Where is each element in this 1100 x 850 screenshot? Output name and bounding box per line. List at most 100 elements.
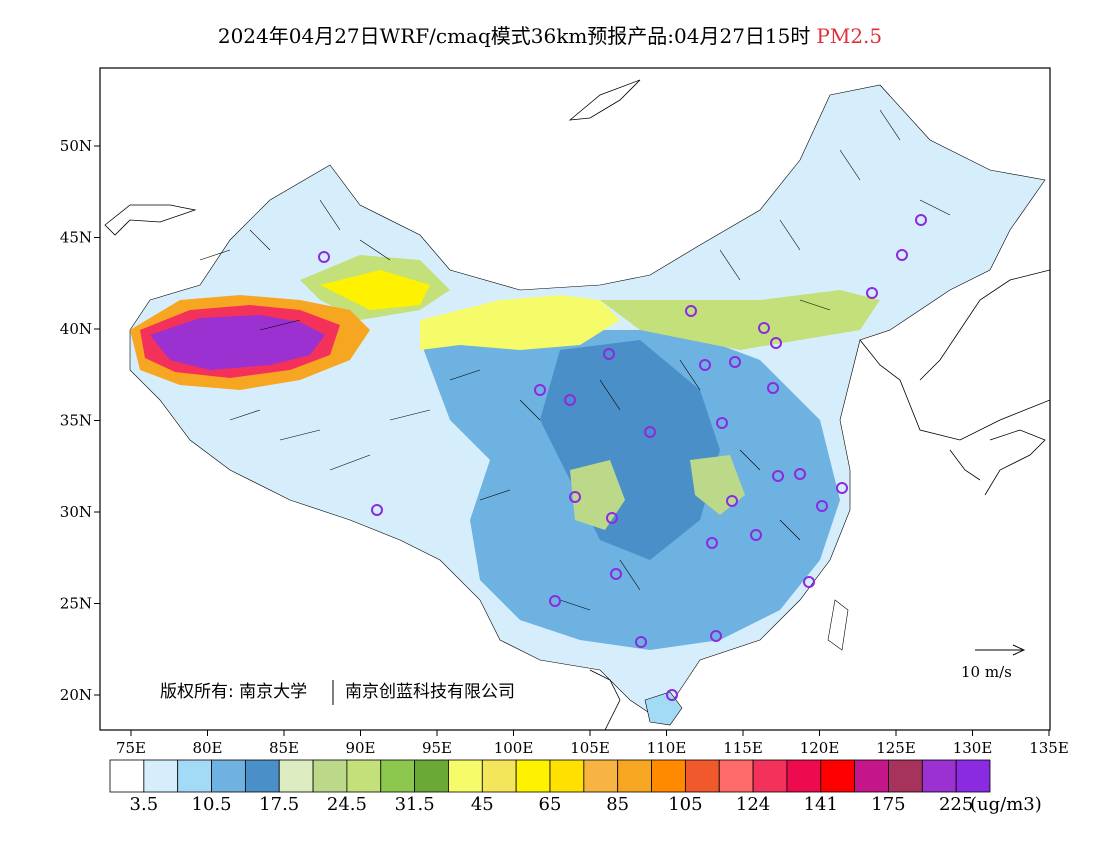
lon-tick-label: 95E [422, 739, 452, 757]
station-marker [564, 394, 576, 406]
station-marker [606, 512, 618, 524]
station-marker [750, 529, 762, 541]
colorbar-label: 225 [938, 794, 974, 815]
lon-tick-label: 125E [876, 739, 916, 757]
colorbar-unit: (ug/m3) [970, 794, 1042, 815]
station-marker [915, 214, 927, 226]
lon-tick-label: 85E [269, 739, 299, 757]
colorbar-swatch [380, 759, 416, 793]
colorbar-label: 31.5 [394, 794, 435, 815]
wind-reference-label: 10 m/s [961, 663, 1012, 681]
colorbar-swatch [515, 759, 551, 793]
colorbar-swatch [312, 759, 348, 793]
wind-vectors [199, 109, 951, 611]
station-marker [816, 500, 828, 512]
colorbar-swatch [752, 759, 788, 793]
map-title: 2024年04月27日WRF/cmaq模式36km预报产品:04月27日15时 P… [0, 20, 1100, 49]
colorbar-swatch [718, 759, 754, 793]
colorbar-label: 24.5 [326, 794, 367, 815]
colorbar-label: 141 [803, 794, 838, 815]
station-markers [318, 214, 927, 701]
latitude-axis: 20N 25N 30N 35N 40N 45N 50N [60, 137, 100, 704]
station-marker [772, 470, 784, 482]
lon-tick-label: 130E [953, 739, 993, 757]
colorbar-swatch [684, 759, 720, 793]
colorbar-label: 17.5 [259, 794, 300, 815]
colorbar-swatch [820, 759, 856, 793]
wind-reference-legend: 10 m/s [961, 644, 1026, 681]
hubei-green [690, 455, 745, 515]
station-marker [803, 576, 815, 588]
lon-tick-label: 120E [800, 739, 840, 757]
north-green-band [600, 290, 880, 350]
lon-tick-label: 100E [494, 739, 534, 757]
colorbar-swatch [346, 759, 382, 793]
colorbar-swatch [481, 759, 517, 793]
colorbar-label: 10.5 [191, 794, 232, 815]
copyright-left: 版权所有: 南京大学 [160, 682, 307, 702]
copyright-right: 南京创蓝科技有限公司 [345, 682, 515, 702]
station-marker [371, 504, 383, 516]
colorbar-label: 105 [668, 794, 703, 815]
colorbar-swatch [888, 759, 923, 793]
station-marker [569, 491, 581, 503]
station-marker [699, 359, 711, 371]
station-marker [534, 384, 546, 396]
colorbar-swatch [854, 759, 889, 793]
colorbar-swatch [583, 759, 619, 793]
northwest-yellow-band [320, 270, 430, 310]
lon-tick-label: 115E [723, 739, 763, 757]
station-marker [896, 249, 908, 261]
copyright-block: 版权所有: 南京大学 南京创蓝科技有限公司 [160, 680, 515, 705]
lat-tick-label: 30N [60, 503, 92, 521]
colorbar-swatch [786, 759, 822, 793]
colorbar-label: 65 [538, 794, 562, 815]
colorbar-swatch [549, 759, 585, 793]
lon-tick-label: 105E [570, 739, 610, 757]
station-marker [729, 356, 741, 368]
frame [99, 67, 1051, 731]
station-marker [666, 689, 678, 701]
title-main: 2024年04月27日WRF/cmaq模式36km预报产品:04月27日15时 [217, 24, 811, 48]
lat-tick-label: 40N [60, 320, 92, 338]
station-marker [549, 595, 561, 607]
colorbar-swatch [211, 759, 246, 793]
colorbar-swatch [955, 759, 991, 793]
colorbar-swatch [244, 759, 280, 793]
lat-tick-label: 35N [60, 412, 92, 430]
lon-tick-label: 80E [192, 739, 222, 757]
station-marker [758, 322, 770, 334]
taiwan-island [827, 599, 849, 651]
colorbar [109, 759, 991, 793]
station-marker [318, 251, 330, 263]
lat-tick-label: 25N [60, 595, 92, 613]
colorbar-swatch [278, 759, 314, 793]
lon-tick-label: 110E [647, 739, 687, 757]
station-marker [767, 382, 779, 394]
colorbar-swatch [414, 759, 449, 793]
colorbar-swatch [651, 759, 686, 793]
station-marker [716, 417, 728, 429]
coastlines [104, 79, 1050, 730]
colorbar-swatch [109, 759, 145, 793]
colorbar-label: 124 [735, 794, 771, 815]
lat-tick-label: 50N [60, 137, 92, 155]
station-marker [644, 426, 656, 438]
lon-tick-label: 135E [1029, 739, 1069, 757]
station-marker [710, 630, 722, 642]
station-marker [706, 537, 718, 549]
concentration-field [129, 84, 1046, 726]
station-marker [770, 337, 782, 349]
colorbar-swatch [177, 759, 212, 793]
lat-tick-label: 45N [60, 229, 92, 247]
lat-tick-label: 20N [60, 686, 92, 704]
station-marker [866, 287, 878, 299]
station-marker [635, 636, 647, 648]
station-marker [610, 568, 622, 580]
colorbar-swatch [921, 759, 957, 793]
title-variable: PM2.5 [816, 24, 883, 48]
lon-tick-label: 90E [345, 739, 375, 757]
station-marker [603, 348, 615, 360]
station-marker [726, 495, 738, 507]
